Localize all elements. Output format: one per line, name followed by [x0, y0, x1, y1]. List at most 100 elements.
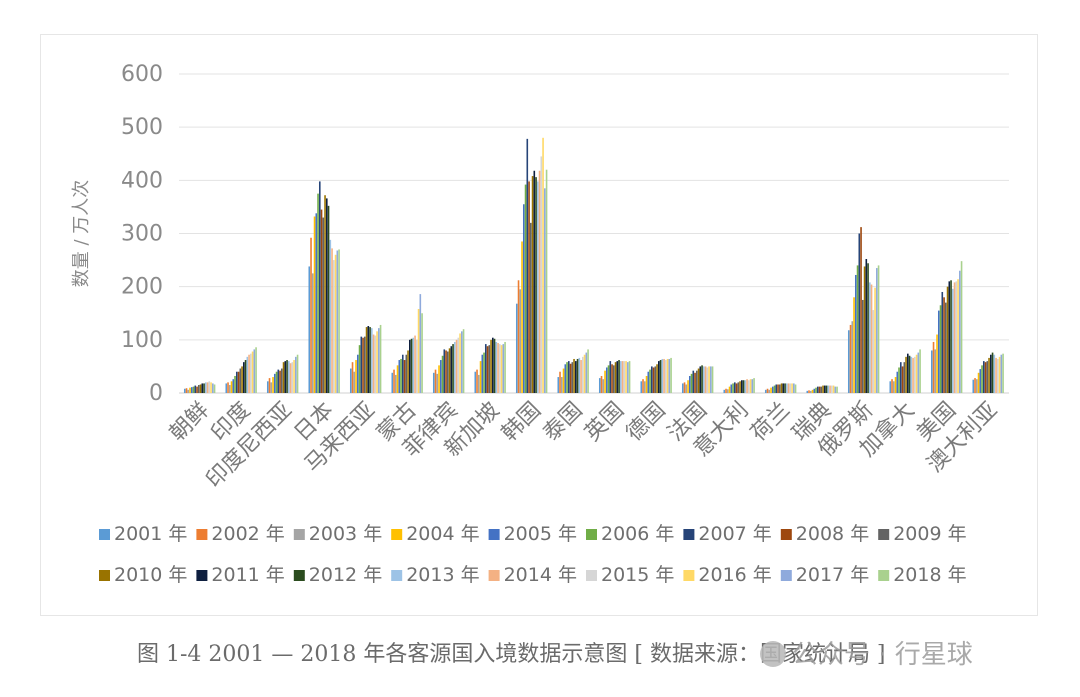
bar: [317, 193, 319, 394]
bar-chart: 0 100 200 300 400 500 600 朝鲜印度印度尼西亚日本马来西亚蒙古菲律宾…: [71, 62, 1009, 586]
bar: [959, 270, 961, 393]
bar: [296, 354, 299, 393]
bar: [681, 383, 684, 393]
bar: [806, 390, 809, 393]
bar: [988, 357, 990, 393]
bar: [560, 377, 563, 393]
bar: [687, 380, 689, 393]
bar: [353, 371, 356, 393]
bar: [820, 386, 823, 393]
bar: [185, 388, 188, 393]
bar: [447, 351, 449, 393]
bar: [834, 386, 837, 393]
x-tick-label: 泰国: [539, 398, 588, 447]
bar: [694, 372, 696, 393]
bar: [396, 365, 399, 393]
bar: [777, 384, 779, 393]
bar: [894, 377, 897, 393]
bar: [609, 361, 612, 393]
bar: [488, 345, 491, 393]
bar: [751, 379, 754, 393]
bar: [194, 385, 197, 393]
legend-swatch: [780, 529, 792, 540]
bar: [780, 383, 783, 393]
bar: [571, 362, 574, 393]
bar: [515, 303, 518, 393]
bar: [908, 355, 911, 393]
bar: [791, 383, 793, 393]
bar: [394, 374, 397, 393]
bar: [371, 328, 373, 393]
bar: [575, 361, 577, 393]
x-tick-label: 德国: [622, 398, 671, 447]
bar: [914, 356, 916, 393]
bar: [613, 365, 615, 393]
bar: [210, 382, 212, 393]
bar: [818, 386, 821, 393]
bar: [436, 373, 439, 393]
bar: [362, 337, 364, 393]
bar: [912, 357, 914, 393]
bar: [282, 362, 285, 393]
bar: [905, 356, 907, 393]
bar: [462, 329, 465, 393]
bar: [251, 351, 254, 393]
legend-swatch: [586, 570, 597, 581]
bar: [230, 381, 233, 393]
bar: [849, 324, 852, 393]
wechat-logo-icon: [760, 641, 786, 667]
bar: [616, 361, 619, 393]
bar: [735, 383, 738, 393]
bar: [618, 360, 620, 393]
bar: [668, 358, 671, 393]
bar: [726, 389, 729, 393]
bar: [919, 349, 921, 393]
bar: [770, 387, 772, 393]
x-tick-label: 韩国: [497, 398, 546, 447]
bar: [208, 381, 211, 393]
bar: [824, 385, 826, 393]
bar: [827, 385, 830, 393]
bar: [786, 383, 788, 393]
bar: [972, 379, 975, 393]
legend-label: 2007 年: [698, 523, 771, 545]
y-tick-label: 100: [121, 328, 163, 353]
bar: [356, 354, 359, 393]
bar: [273, 373, 276, 393]
bar: [567, 361, 570, 393]
bar: [872, 310, 875, 393]
legend-label: 2003 年: [309, 523, 382, 545]
bar: [955, 281, 958, 393]
bar: [542, 137, 544, 393]
legend-label: 2017 年: [796, 564, 869, 586]
bar: [699, 366, 702, 393]
bar: [654, 366, 657, 393]
bar: [497, 343, 499, 393]
bar: [870, 284, 873, 393]
bar: [625, 361, 627, 393]
bar: [540, 156, 543, 393]
bar: [461, 331, 463, 393]
bar: [483, 352, 485, 393]
bar: [813, 388, 816, 393]
bar: [901, 366, 904, 393]
bar: [816, 386, 819, 393]
bar: [1000, 354, 1003, 393]
bar: [310, 237, 312, 393]
bar: [272, 377, 274, 393]
bar: [367, 326, 370, 393]
bar: [412, 337, 415, 393]
bar: [957, 279, 959, 393]
bar: [975, 379, 978, 393]
bar: [544, 188, 546, 393]
bar: [974, 378, 976, 393]
bar: [493, 338, 496, 393]
legend-label: 2010 年: [114, 564, 187, 586]
bar: [614, 362, 617, 393]
bar: [889, 381, 892, 393]
bar: [598, 378, 601, 393]
bar: [766, 388, 769, 393]
bar: [990, 354, 992, 393]
bar: [441, 355, 444, 393]
legend-swatch: [293, 570, 305, 581]
